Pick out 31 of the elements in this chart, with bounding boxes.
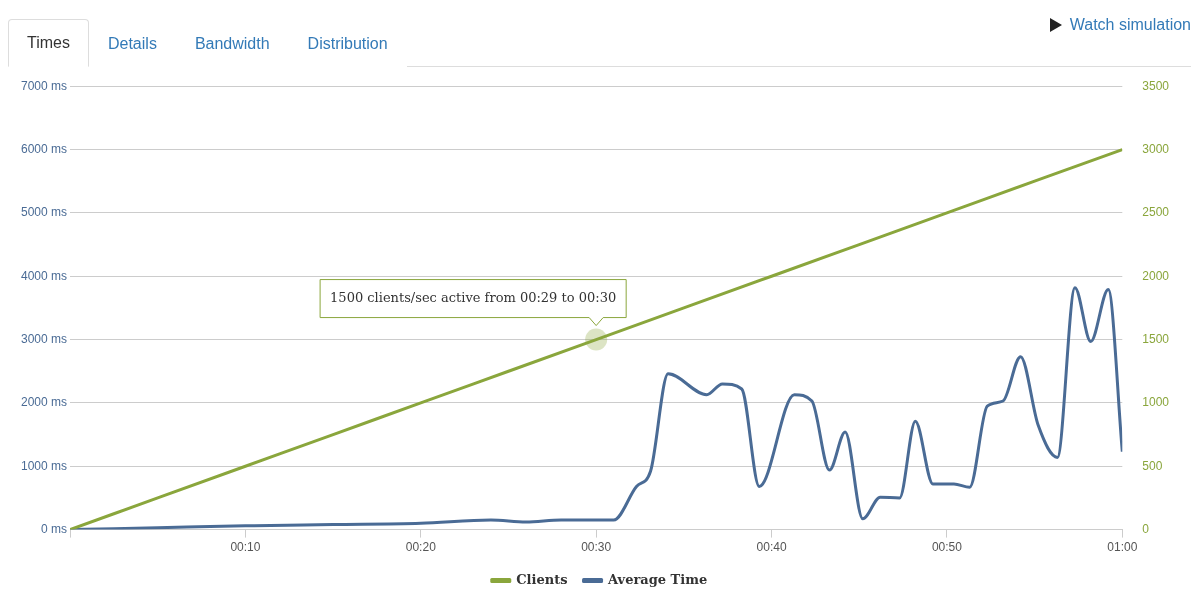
x-tick-label: 00:10 — [230, 540, 261, 555]
y-tick-label: 4000 ms — [20, 268, 68, 283]
y2-tick-label: 1000 — [1142, 395, 1170, 410]
legend-label: Average Time — [607, 571, 708, 587]
y2-tick-label: 3000 — [1142, 141, 1170, 156]
line-series — [70, 148, 1123, 530]
x-tick-label: 01:00 — [1107, 540, 1138, 555]
y-tick-label: 7000 ms — [20, 78, 68, 93]
text: Times — [8, 19, 89, 67]
y2-tick-label: 1500 — [1142, 331, 1170, 346]
y-tick-label: 0 ms — [41, 521, 68, 536]
y-tick-label: 3000 ms — [20, 331, 68, 346]
x-tick-label: 00:30 — [581, 540, 612, 555]
y2-tick-label: 3500 — [1142, 78, 1170, 93]
y-tick-label: 1000 ms — [20, 458, 68, 473]
text: Details — [88, 20, 176, 67]
y-tick-label: 6000 ms — [20, 141, 68, 156]
text: Bandwidth — [175, 20, 289, 67]
x-tick-label: 00:50 — [931, 540, 963, 555]
x-tick-label: 00:20 — [405, 540, 437, 555]
y-tick-label: 5000 ms — [20, 205, 68, 220]
y2-tick-label: 2000 — [1142, 268, 1170, 283]
y2-tick-label: 0 — [1142, 521, 1150, 536]
x-tick-label: 00:40 — [756, 540, 787, 555]
annotation: 1500 clients/sec active from 00:29 to 00:30 — [330, 289, 617, 305]
text: Watch simulation — [1069, 16, 1191, 34]
legend-label: Clients — [516, 571, 568, 587]
text: Distribution — [288, 20, 407, 67]
y2-tick-label: 2500 — [1142, 205, 1170, 220]
y2-tick-label: 500 — [1142, 458, 1163, 473]
y-tick-label: 2000 ms — [20, 395, 68, 410]
